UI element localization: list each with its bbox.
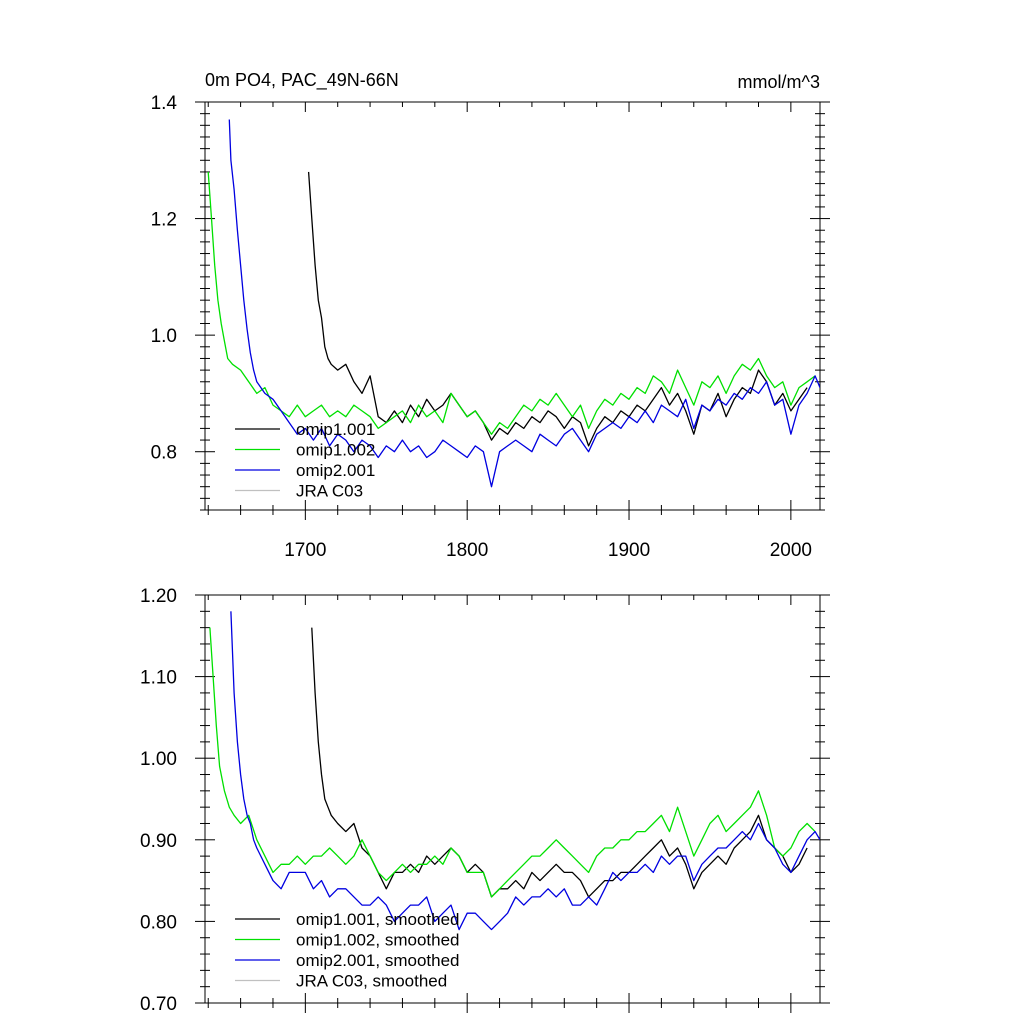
legend-label: omip2.001, smoothed xyxy=(296,951,460,970)
plot-frame xyxy=(204,101,821,511)
legend-label: omip1.001, smoothed xyxy=(296,910,460,929)
y-tick-label: 1.4 xyxy=(151,93,178,114)
ticks-group: 0.70 0.80 0.90 1.00 1.10 1.20 xyxy=(140,586,830,1015)
y-tick-label: 1.20 xyxy=(140,586,177,607)
panel-top: 0m PO4, PAC_49N-66N mmol/m^3 1700 1800 190… xyxy=(151,70,830,561)
y-tick-label: 1.0 xyxy=(151,326,177,347)
y-tick-label: 0.8 xyxy=(151,443,177,464)
y-tick-label: 1.10 xyxy=(140,668,177,689)
y-tick-label: 0.90 xyxy=(140,831,177,852)
legend-label: JRA C03, smoothed xyxy=(296,972,447,991)
chart-title: 0m PO4, PAC_49N-66N xyxy=(205,70,399,91)
series-line-omip1-001 xyxy=(307,171,808,447)
x-tick-label: 1700 xyxy=(284,540,326,561)
series-line-omip1-002 xyxy=(209,627,816,898)
series-group xyxy=(207,119,820,488)
series-line-omip2-001 xyxy=(228,119,820,488)
legend-label: omip1.002, smoothed xyxy=(296,931,460,950)
series-line-omip1-001 xyxy=(311,627,808,898)
legend-label: omip2.001 xyxy=(296,461,375,480)
x-tick-label: 2000 xyxy=(770,540,812,561)
plot-frame xyxy=(204,594,821,1004)
legend-label: omip1.002 xyxy=(296,441,375,460)
y-tick-label: 1.2 xyxy=(151,210,177,231)
x-tick-label: 1900 xyxy=(608,540,650,561)
series-line-omip1-002 xyxy=(207,171,816,435)
legend: omip1.001, smoothed omip1.002, smoothedom… xyxy=(235,910,460,991)
x-tick-label: 1800 xyxy=(446,540,488,561)
series-line-omip2-001 xyxy=(230,611,820,931)
y-tick-label: 0.80 xyxy=(140,912,177,933)
legend-label: JRA C03 xyxy=(296,482,363,501)
panel-bottom: 0.70 0.80 0.90 1.00 1.10 1.20 omip1.001, smoo… xyxy=(140,586,830,1015)
legend-label: omip1.001 xyxy=(296,420,375,439)
series-group xyxy=(209,611,820,931)
y-tick-label: 0.70 xyxy=(140,994,177,1015)
units-label: mmol/m^3 xyxy=(738,72,820,92)
y-tick-label: 1.00 xyxy=(140,749,177,770)
